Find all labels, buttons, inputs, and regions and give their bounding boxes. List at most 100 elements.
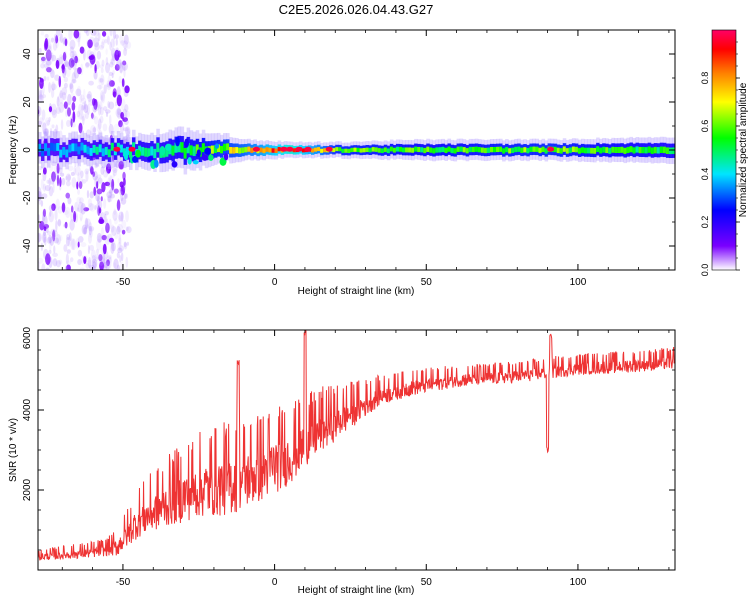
noise-blob bbox=[41, 193, 48, 199]
noise-blob bbox=[100, 95, 103, 101]
noise-blob bbox=[41, 214, 48, 227]
band-blob bbox=[204, 147, 212, 155]
band-core bbox=[617, 146, 621, 154]
noise-blob bbox=[50, 83, 57, 91]
band-core bbox=[489, 146, 494, 153]
band-core bbox=[223, 143, 227, 151]
noise-blob bbox=[98, 101, 103, 110]
noise-blob bbox=[99, 90, 105, 102]
spectrogram-x-tick-label: 100 bbox=[570, 277, 587, 288]
noise-blob bbox=[71, 79, 77, 84]
spectrogram-panel: -50 0 50 100 -40 -20 0 20 40 Height of straight … bbox=[8, 29, 676, 297]
noise-blob bbox=[96, 195, 100, 205]
noise-blob bbox=[66, 119, 71, 127]
noise-blob bbox=[104, 211, 109, 216]
noise-blob bbox=[84, 100, 87, 110]
noise-blob bbox=[98, 216, 104, 224]
noise-blob bbox=[85, 263, 90, 269]
band-core bbox=[119, 144, 124, 153]
noise-blob bbox=[89, 125, 96, 137]
noise-blob bbox=[121, 229, 126, 235]
noise-blob bbox=[112, 168, 118, 174]
noise-blob bbox=[112, 170, 117, 177]
noise-blob bbox=[75, 166, 81, 176]
band-core bbox=[98, 144, 103, 153]
noise-blob bbox=[45, 49, 52, 62]
band-hotspot bbox=[325, 146, 333, 152]
noise-blob bbox=[46, 236, 52, 244]
noise-blob bbox=[125, 256, 129, 268]
noise-blob bbox=[51, 109, 57, 119]
noise-blob bbox=[67, 93, 72, 106]
band-blob bbox=[153, 159, 159, 168]
noise-blob bbox=[50, 69, 55, 79]
noise-blob bbox=[99, 44, 105, 50]
band-blob bbox=[214, 143, 220, 149]
band-core bbox=[656, 147, 661, 154]
band-core bbox=[580, 147, 585, 153]
noise-blob bbox=[53, 245, 56, 254]
noise-blob bbox=[120, 40, 126, 46]
noise-blob bbox=[58, 92, 64, 104]
noise-blob bbox=[43, 56, 46, 61]
noise-blob bbox=[63, 82, 68, 89]
noise-blob bbox=[48, 116, 51, 122]
noise-blob bbox=[92, 127, 97, 133]
noise-blob bbox=[44, 184, 51, 192]
noise-blob bbox=[88, 256, 92, 269]
noise-blob bbox=[90, 112, 94, 119]
noise-blob bbox=[55, 124, 59, 134]
noise-blob bbox=[74, 201, 79, 212]
band-core bbox=[462, 147, 467, 153]
band-core bbox=[80, 142, 84, 151]
noise-blob bbox=[123, 118, 129, 126]
noise-blob bbox=[66, 249, 71, 254]
noise-blob bbox=[62, 92, 67, 101]
spectrogram-y-tick-label: 40 bbox=[22, 48, 33, 60]
snr-x-tick-label: 0 bbox=[272, 577, 278, 588]
band-core bbox=[553, 146, 558, 153]
noise-blob bbox=[39, 89, 42, 100]
noise-blob bbox=[94, 175, 99, 188]
band-core bbox=[611, 146, 615, 153]
noise-blob bbox=[102, 243, 107, 255]
band-core bbox=[417, 146, 421, 153]
band-core bbox=[68, 144, 72, 153]
noise-blob bbox=[116, 264, 120, 270]
noise-blob bbox=[104, 213, 107, 225]
band-core bbox=[517, 146, 521, 152]
noise-blob bbox=[46, 119, 51, 126]
noise-blob bbox=[39, 220, 45, 231]
band-core bbox=[432, 148, 436, 154]
noise-blob bbox=[126, 241, 130, 246]
noise-blob bbox=[39, 78, 45, 83]
band-core bbox=[271, 148, 276, 153]
noise-blob bbox=[103, 165, 110, 173]
noise-blob bbox=[103, 198, 107, 209]
noise-blob bbox=[65, 61, 70, 67]
noise-blob bbox=[42, 122, 47, 135]
noise-blob bbox=[53, 128, 58, 139]
noise-blob bbox=[80, 202, 86, 215]
band-core bbox=[641, 146, 646, 154]
snr-line bbox=[38, 330, 675, 561]
noise-blob bbox=[108, 189, 113, 194]
noise-blob bbox=[106, 169, 110, 175]
noise-blob bbox=[119, 62, 124, 74]
noise-blob bbox=[38, 117, 44, 128]
noise-blob bbox=[61, 202, 66, 213]
noise-blob bbox=[99, 261, 105, 270]
band-core bbox=[632, 147, 637, 154]
noise-blob bbox=[66, 233, 70, 240]
noise-blob bbox=[115, 108, 122, 118]
noise-blob bbox=[110, 226, 117, 237]
band-core bbox=[411, 147, 415, 153]
noise-blob bbox=[111, 160, 117, 172]
band-core bbox=[56, 143, 60, 151]
band-core bbox=[577, 148, 582, 154]
noise-blob bbox=[108, 101, 115, 110]
noise-blob bbox=[85, 218, 91, 229]
noise-blob bbox=[106, 259, 110, 267]
band-blob bbox=[147, 155, 154, 162]
noise-blob bbox=[48, 249, 52, 255]
